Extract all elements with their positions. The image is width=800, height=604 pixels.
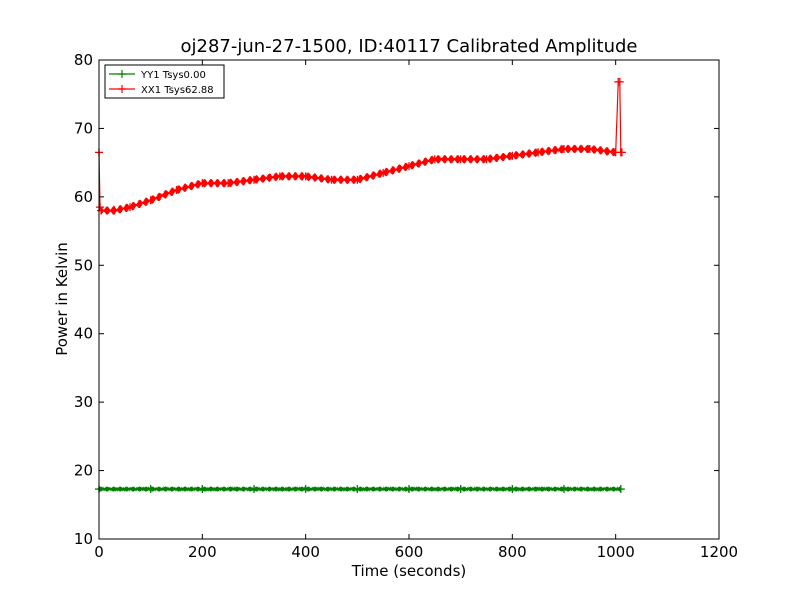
data-point-marker xyxy=(275,172,284,181)
data-point-marker xyxy=(456,155,465,164)
data-point-marker xyxy=(617,148,626,157)
data-point-marker xyxy=(616,485,625,494)
x-tick-label: 400 xyxy=(291,543,320,561)
x-tick-label: 200 xyxy=(188,543,217,561)
data-point-marker xyxy=(146,196,155,205)
y-tick-label: 40 xyxy=(74,325,93,343)
data-point-marker xyxy=(250,175,258,184)
y-axis-label: Power in Kelvin xyxy=(53,242,71,356)
data-point-marker xyxy=(97,206,106,215)
data-point-marker xyxy=(96,203,105,212)
data-point-marker xyxy=(560,144,568,153)
data-point-marker xyxy=(224,179,233,188)
data-point-marker xyxy=(198,179,207,188)
data-point-marker xyxy=(353,485,362,494)
data-point-marker xyxy=(379,168,388,177)
data-point-marker xyxy=(430,155,439,164)
y-tick-label: 50 xyxy=(74,256,93,274)
data-point-marker xyxy=(301,485,310,494)
data-point-marker xyxy=(405,485,413,494)
legend-marker xyxy=(118,70,126,78)
data-point-marker xyxy=(110,206,119,215)
data-point-marker xyxy=(508,151,517,160)
legend-box xyxy=(104,64,225,99)
y-tick-label: 80 xyxy=(74,51,93,69)
data-point-marker xyxy=(198,485,207,494)
x-tick-label: 1200 xyxy=(700,543,738,561)
x-tick-label: 0 xyxy=(94,543,104,561)
data-point-marker xyxy=(456,485,465,494)
series-line xyxy=(98,81,622,215)
data-point-marker xyxy=(534,148,543,157)
series-layer xyxy=(95,77,626,494)
data-point-marker xyxy=(250,485,258,494)
data-point-marker xyxy=(585,144,594,153)
x-tick-label: 800 xyxy=(498,543,527,561)
x-tick-label: 600 xyxy=(395,543,424,561)
data-point-marker xyxy=(615,77,624,86)
legend: YY1 Tsys0.00 XX1 Tsys62.88 xyxy=(104,64,225,99)
data-point-marker xyxy=(560,485,568,494)
data-point-marker xyxy=(508,485,517,494)
legend-entry-label: YY1 Tsys0.00 xyxy=(140,70,206,81)
x-axis-label: Time (seconds) xyxy=(351,562,467,580)
ticks-layer: 0 200 400 600 800 1000 1200 10 20 30 40 50 60 70 80 xyxy=(74,51,738,561)
y-tick-label: 10 xyxy=(74,530,93,548)
legend-marker xyxy=(118,85,126,93)
data-point-marker xyxy=(405,162,413,171)
data-point-marker xyxy=(146,485,155,494)
data-point-marker xyxy=(482,155,491,164)
y-tick-label: 30 xyxy=(74,393,93,411)
chart-title: oj287-jun-27-1500, ID:40117 Calibrated A… xyxy=(180,36,637,57)
data-point-marker xyxy=(172,186,181,195)
y-tick-label: 70 xyxy=(74,119,93,137)
series-2 xyxy=(95,77,626,215)
y-tick-label: 60 xyxy=(74,188,93,206)
data-point-marker xyxy=(353,175,362,184)
plot-frame xyxy=(98,59,720,540)
data-point-marker xyxy=(327,175,336,184)
y-tick-label: 20 xyxy=(74,462,93,480)
data-point-marker xyxy=(301,172,310,181)
legend-entry-label: XX1 Tsys62.88 xyxy=(141,85,214,96)
data-point-marker xyxy=(126,203,134,212)
x-tick-label: 1000 xyxy=(597,543,635,561)
